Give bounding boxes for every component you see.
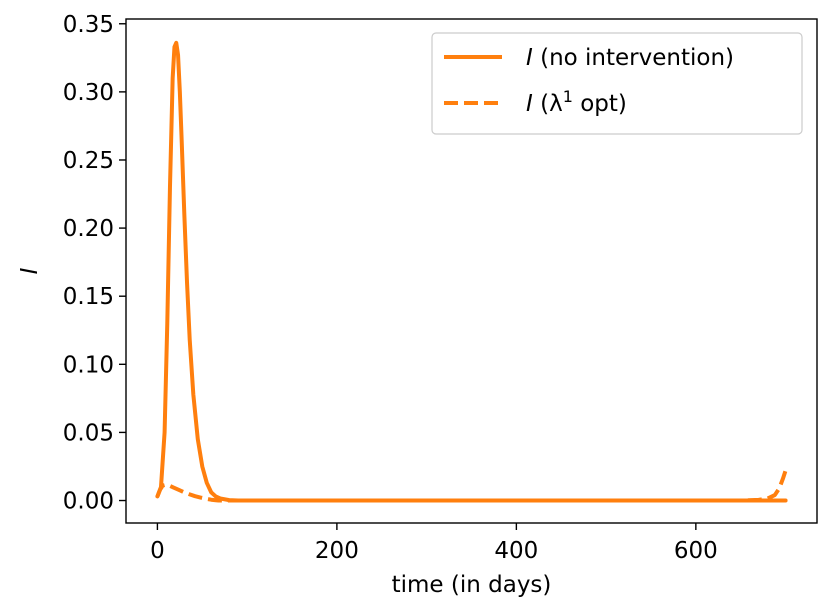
y-tick-label: 0.30: [63, 80, 114, 106]
legend-label-text: opt): [573, 91, 627, 117]
series-line-1: [155, 40, 788, 503]
x-axis-ticks: 0 200 400 600: [150, 523, 718, 564]
y-axis-ticks: 0.00 0.05 0.10 0.15 0.20 0.25 0.30 0.35: [63, 12, 126, 515]
y-axis-label: I: [17, 267, 43, 274]
legend-label-text: (λ: [533, 91, 563, 117]
legend-label-1: I (no intervention): [526, 45, 734, 71]
x-tick-label: 0: [150, 538, 165, 564]
series-layer: [155, 40, 788, 503]
y-tick-label: 0.20: [63, 216, 114, 242]
series-line-2: [155, 469, 788, 503]
legend-label-2: I (λ1 opt): [526, 87, 627, 118]
y-tick-label: 0.25: [63, 148, 114, 174]
legend-label-italic: I: [526, 45, 533, 71]
legend-label-text: (no intervention): [533, 45, 734, 71]
y-tick-label: 0.00: [63, 489, 114, 515]
plot-frame: [125, 18, 818, 524]
legend: I (no intervention)I (λ1 opt): [431, 32, 803, 135]
x-tick-label: 400: [494, 538, 538, 564]
x-axis-label: time (in days): [392, 572, 552, 598]
y-tick-label: 0.15: [63, 284, 114, 310]
legend-label-italic: I: [526, 91, 533, 117]
y-tick-label: 0.05: [63, 420, 114, 446]
x-tick-label: 200: [315, 538, 359, 564]
legend-box: [431, 32, 803, 135]
y-tick-label: 0.35: [63, 12, 114, 38]
legend-label-superscript: 1: [563, 87, 573, 106]
x-tick-label: 600: [674, 538, 718, 564]
y-tick-label: 0.10: [63, 352, 114, 378]
